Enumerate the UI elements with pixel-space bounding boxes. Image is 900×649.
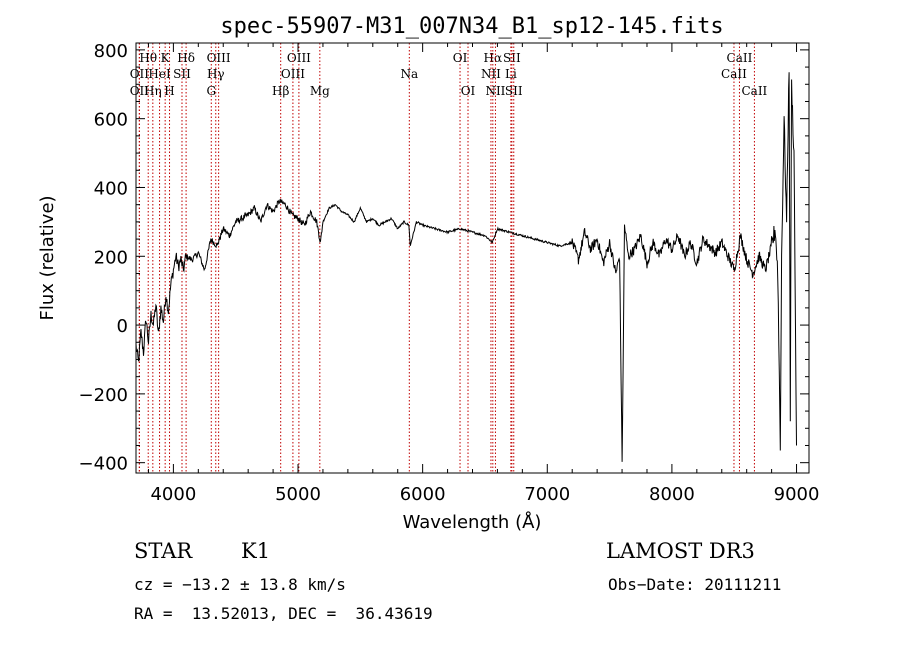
line-marker-label: G <box>206 84 216 98</box>
line-marker-label: NII <box>481 67 501 81</box>
line-marker-label: K <box>161 51 171 65</box>
line-marker-label: OIII <box>287 51 311 65</box>
line-marker-label: SII <box>173 67 191 81</box>
y-axis-label: Flux (relative) <box>37 195 58 320</box>
y-tick-label: 800 <box>94 41 128 62</box>
chart-title: spec-55907-M31_007N34_B1_sp12-145.fits <box>220 14 723 39</box>
line-marker-label: CaII <box>741 84 767 98</box>
x-axis-label: Wavelength (Å) <box>403 511 542 533</box>
line-marker-label: Li <box>505 67 517 81</box>
line-marker-label: CaII <box>727 51 753 65</box>
object-class: STAR <box>134 539 193 563</box>
y-tick-label: −400 <box>79 454 128 475</box>
x-tick-label: 8000 <box>649 484 695 505</box>
x-tick-label: 7000 <box>524 484 570 505</box>
line-marker-label: OII <box>130 84 150 98</box>
line-marker-label: OIII <box>207 51 231 65</box>
line-marker-label: H <box>164 84 174 98</box>
x-tick-label: 4000 <box>150 484 196 505</box>
plot-frame <box>135 42 810 474</box>
line-marker-label: Na <box>400 67 418 81</box>
object-subclass: K1 <box>241 539 271 563</box>
line-marker-label: Hβ <box>272 84 289 98</box>
line-marker-label: NII <box>485 84 505 98</box>
line-marker-label: Hη <box>144 84 162 98</box>
y-tick-label: −200 <box>79 385 128 406</box>
line-marker-label: HeI <box>148 67 171 81</box>
spectrum-series <box>135 72 797 462</box>
line-marker-label: OIII <box>281 67 305 81</box>
x-tick-label: 6000 <box>400 484 446 505</box>
x-tick-label: 5000 <box>275 484 321 505</box>
line-marker-label: Hθ <box>139 51 157 65</box>
line-marker-label: Hδ <box>177 51 195 65</box>
line-marker-label: OI <box>453 51 468 65</box>
line-marker-label: OI <box>461 84 476 98</box>
y-tick-label: 600 <box>94 110 128 131</box>
line-marker-label: Mg <box>310 84 330 98</box>
line-marker-label: SII <box>505 84 523 98</box>
ra-dec-coordinates: RA = 13.52013, DEC = 36.43619 <box>134 604 433 623</box>
redshift-velocity: cz = −13.2 ± 13.8 km/s <box>134 575 346 594</box>
line-marker-label: CaII <box>721 67 747 81</box>
spectrum-line <box>135 72 797 462</box>
line-marker-label: SII <box>503 51 521 65</box>
survey-name: LAMOST DR3 <box>606 539 755 563</box>
x-tick-label: 9000 <box>774 484 820 505</box>
x-axis: 4000 5000 6000 7000 8000 9000 <box>147 43 820 505</box>
observation-date: Obs−Date: 20111211 <box>608 575 782 594</box>
line-marker-label: OII <box>130 67 150 81</box>
y-tick-label: 0 <box>117 316 128 337</box>
line-marker-label: Hγ <box>207 67 225 81</box>
y-axis: −400 −200 0 200 400 600 800 <box>79 41 809 475</box>
y-tick-label: 200 <box>94 247 128 268</box>
y-tick-label: 400 <box>94 178 128 199</box>
line-marker-label: Hα <box>484 51 503 65</box>
